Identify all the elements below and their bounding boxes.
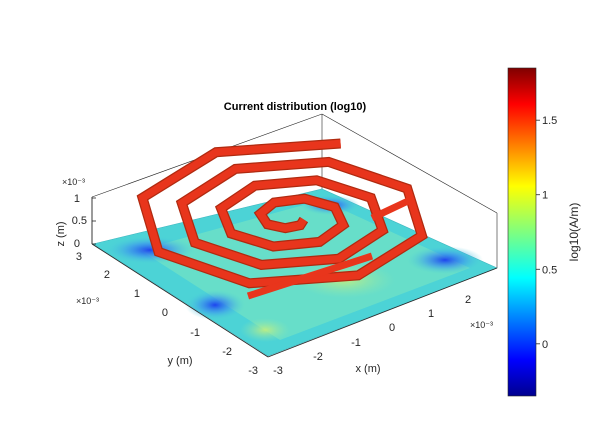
y-tick-label: 1 bbox=[134, 288, 140, 300]
x-tick-label: -1 bbox=[351, 337, 361, 349]
coil-feed-arm bbox=[246, 252, 374, 300]
x-exponent: ×10⁻³ bbox=[470, 320, 493, 330]
y-tick-label: 3 bbox=[76, 251, 82, 263]
x-tick-label: -2 bbox=[313, 351, 323, 363]
x-tick-label: 1 bbox=[428, 308, 434, 320]
x-tick-label: -3 bbox=[273, 365, 283, 377]
y-tick-label: -1 bbox=[190, 327, 200, 339]
x-tick-label: 0 bbox=[389, 322, 395, 334]
z-axis: ×10⁻³ 1 0.5 0 z (m) bbox=[55, 177, 96, 250]
colorbar-tick-label: 0.5 bbox=[542, 264, 557, 276]
colorbar-tick-label: 1.5 bbox=[542, 115, 557, 127]
colorbar-gradient bbox=[507, 67, 537, 397]
coil-trace bbox=[138, 139, 427, 288]
y-tick-label: 2 bbox=[104, 269, 110, 281]
x-tick-label: 2 bbox=[465, 294, 471, 306]
colorbar-tick-label: 0 bbox=[542, 339, 548, 351]
coil-feed-arm bbox=[370, 197, 410, 222]
y-tick-label: -3 bbox=[248, 365, 258, 377]
y-axis-label: y (m) bbox=[167, 355, 192, 367]
colorbar-tick-label: 1 bbox=[542, 190, 548, 202]
z-tick-label: 0.5 bbox=[72, 215, 87, 227]
colorbar: 1.5 1 0.5 0 log10(A/m) bbox=[507, 67, 581, 397]
x-axis: -3 -2 -1 0 1 2 ×10⁻³ x (m) bbox=[273, 294, 493, 377]
y-tick-label: -2 bbox=[222, 346, 232, 358]
z-tick-label: 0 bbox=[74, 238, 80, 250]
z-exponent: ×10⁻³ bbox=[62, 177, 85, 187]
z-tick-label: 1 bbox=[74, 193, 80, 205]
y-tick-label: 0 bbox=[162, 307, 168, 319]
spiral-coil bbox=[136, 138, 428, 300]
z-axis-label: z (m) bbox=[55, 221, 67, 246]
axis-lines bbox=[91, 197, 498, 358]
chart-title: Current distribution (log10) bbox=[224, 101, 367, 113]
y-axis: ×10⁻³ 3 2 1 0 -1 -2 -3 y (m) bbox=[76, 251, 258, 377]
colorbar-label: log10(A/m) bbox=[567, 203, 581, 262]
current-plane bbox=[92, 188, 498, 357]
x-axis-label: x (m) bbox=[355, 363, 380, 375]
y-exponent: ×10⁻³ bbox=[76, 296, 99, 306]
